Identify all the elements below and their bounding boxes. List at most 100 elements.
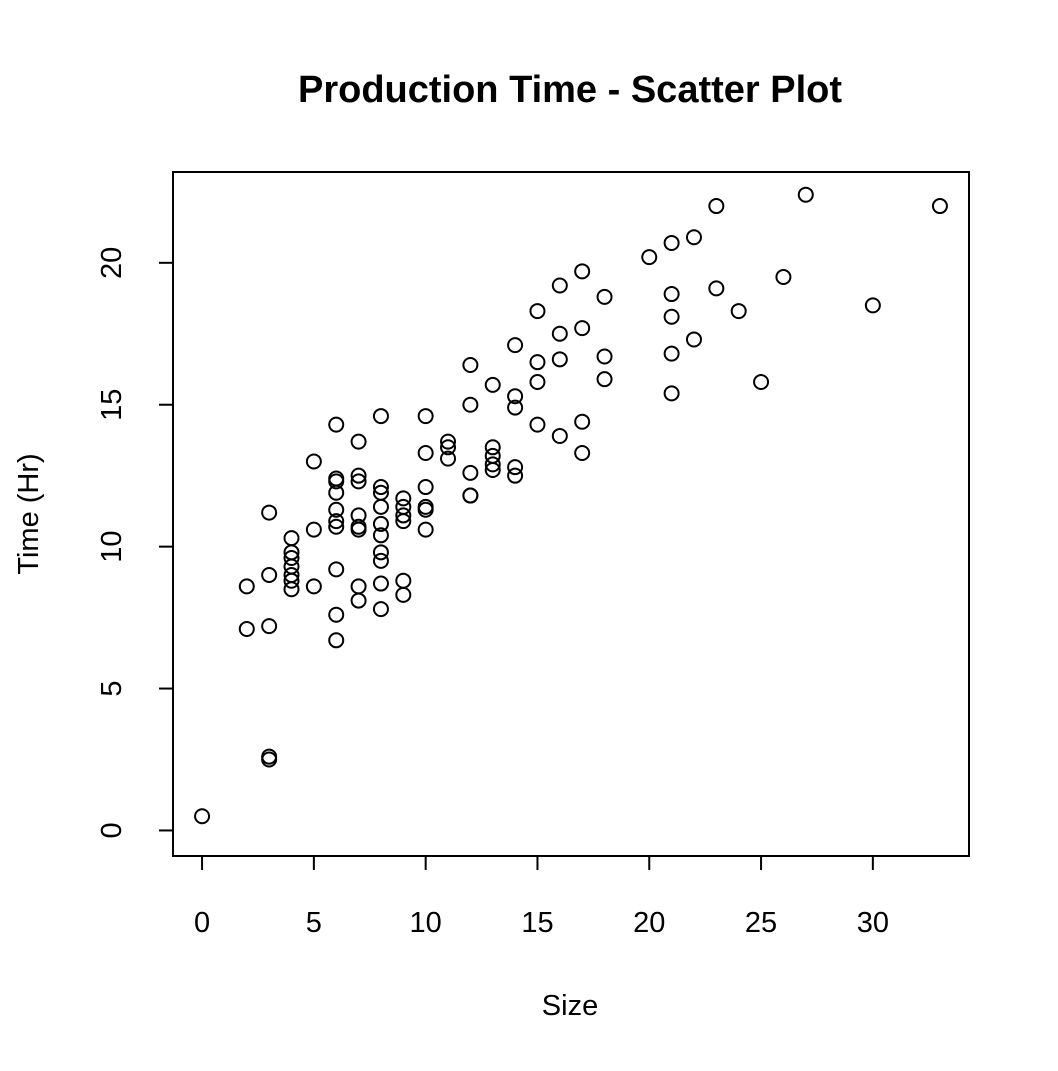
data-point: [395, 507, 412, 524]
data-point: [283, 581, 300, 598]
data-point: [238, 578, 255, 595]
data-point: [372, 408, 389, 425]
data-point: [395, 586, 412, 603]
data-point: [685, 229, 702, 246]
data-point: [663, 308, 680, 325]
x-tick-label: 10: [410, 907, 442, 939]
data-point: [350, 592, 367, 609]
data-point: [596, 371, 613, 388]
data-point: [194, 808, 211, 825]
data-point: [596, 288, 613, 305]
data-point: [417, 408, 434, 425]
data-point: [484, 376, 501, 393]
data-point: [484, 439, 501, 456]
data-point: [507, 388, 524, 405]
data-point: [417, 501, 434, 518]
data-point: [507, 459, 524, 476]
data-point: [663, 286, 680, 303]
data-point: [462, 356, 479, 373]
data-point: [529, 303, 546, 320]
x-tick-label: 0: [194, 907, 210, 939]
data-point: [261, 567, 278, 584]
data-point: [462, 464, 479, 481]
data-point: [685, 331, 702, 348]
data-point: [663, 385, 680, 402]
x-axis: 0 5 10 15 20 25 30: [194, 855, 889, 939]
data-point: [238, 620, 255, 637]
data-points: [194, 186, 948, 825]
data-point: [417, 521, 434, 538]
data-point: [507, 399, 524, 416]
data-point: [440, 450, 457, 467]
data-point: [529, 374, 546, 391]
data-point: [350, 521, 367, 538]
data-point: [372, 527, 389, 544]
data-point: [261, 504, 278, 521]
data-point: [574, 263, 591, 280]
data-point: [484, 456, 501, 473]
x-tick-label: 5: [306, 907, 322, 939]
data-point: [328, 473, 345, 490]
data-point: [484, 462, 501, 479]
x-tick-label: 25: [745, 907, 777, 939]
data-point: [261, 751, 278, 768]
data-point: [529, 416, 546, 433]
data-point: [574, 320, 591, 337]
y-tick-label: 20: [96, 247, 128, 279]
data-point: [708, 198, 725, 215]
y-tick-label: 0: [96, 822, 128, 838]
data-point: [596, 348, 613, 365]
data-point: [529, 354, 546, 371]
data-point: [462, 396, 479, 413]
data-point: [328, 561, 345, 578]
data-point: [395, 572, 412, 589]
data-point: [574, 444, 591, 461]
data-point: [730, 303, 747, 320]
data-point: [440, 433, 457, 450]
data-point: [328, 632, 345, 649]
data-point: [708, 280, 725, 297]
y-tick-label: 10: [96, 531, 128, 563]
data-point: [305, 453, 322, 470]
data-point: [305, 578, 322, 595]
data-point: [328, 484, 345, 501]
data-point: [372, 498, 389, 515]
data-point: [775, 269, 792, 286]
chart-title: Production Time - Scatter Plot: [298, 69, 842, 111]
data-point: [372, 575, 389, 592]
y-tick-label: 5: [96, 680, 128, 696]
data-point: [328, 416, 345, 433]
data-point: [395, 490, 412, 507]
data-point: [283, 572, 300, 589]
data-point: [663, 234, 680, 251]
data-point: [350, 467, 367, 484]
data-point: [395, 513, 412, 530]
data-point: [551, 351, 568, 368]
y-axis-label: Time (Hr): [13, 453, 45, 574]
data-point: [372, 601, 389, 618]
data-point: [372, 544, 389, 561]
data-point: [507, 467, 524, 484]
data-point: [350, 578, 367, 595]
data-point: [417, 444, 434, 461]
x-tick-label: 30: [857, 907, 889, 939]
data-point: [753, 374, 770, 391]
data-point: [372, 479, 389, 496]
data-point: [551, 325, 568, 342]
data-point: [328, 606, 345, 623]
data-point: [440, 439, 457, 456]
data-point: [641, 249, 658, 266]
data-point: [283, 549, 300, 566]
y-axis: 0 5 10 15 20: [96, 247, 174, 839]
data-point: [507, 337, 524, 354]
data-point: [261, 618, 278, 635]
data-point: [328, 513, 345, 530]
data-point: [462, 487, 479, 504]
data-point: [328, 518, 345, 535]
data-point: [328, 501, 345, 518]
data-point: [931, 198, 948, 215]
plot-frame: [172, 171, 970, 857]
data-point: [350, 433, 367, 450]
x-tick-label: 15: [521, 907, 553, 939]
